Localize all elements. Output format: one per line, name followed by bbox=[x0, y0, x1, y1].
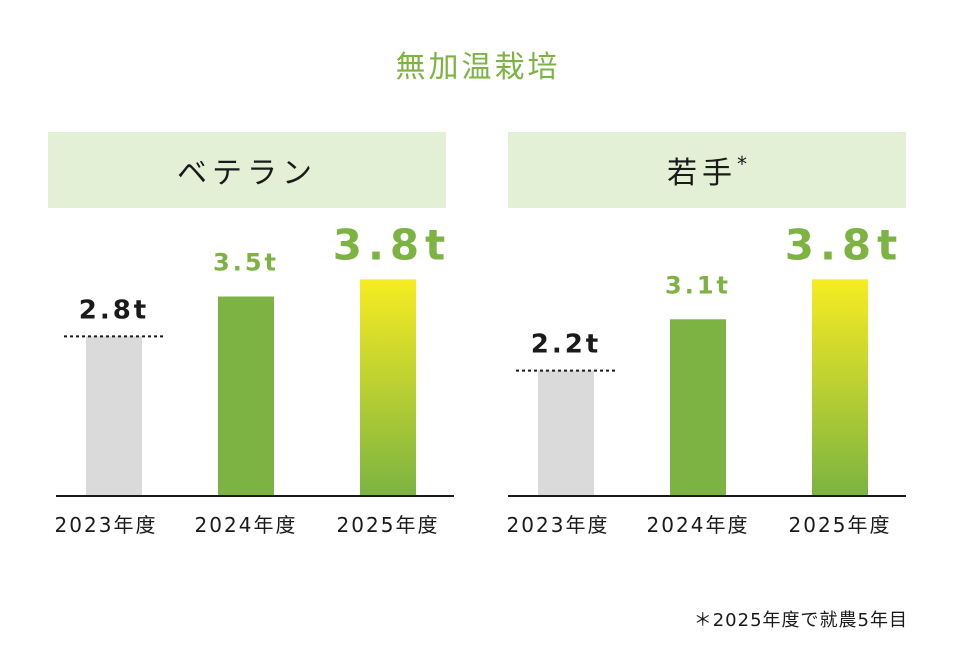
panel-header-young: 若手 * bbox=[508, 132, 906, 208]
bar-2023年度 bbox=[86, 336, 142, 496]
bar-2025年度 bbox=[360, 279, 416, 496]
category-label: 2024年度 bbox=[195, 513, 298, 537]
data-label: 2.8t bbox=[79, 295, 150, 325]
data-label: 2.2t bbox=[531, 330, 602, 360]
category-label: 2025年度 bbox=[789, 513, 892, 537]
bar-2023年度 bbox=[538, 370, 594, 496]
bar-2025年度 bbox=[812, 279, 868, 496]
bar-chart-young: 2.2t 2023年度 3.1t 2024年度 3.8t 2025年度 bbox=[507, 220, 906, 537]
page-title: 無加温栽培 bbox=[395, 50, 561, 85]
data-label: 3.1t bbox=[665, 271, 731, 299]
category-label: 2024年度 bbox=[647, 513, 750, 537]
panel-header-veteran: ベテラン bbox=[48, 132, 446, 208]
asterisk-mark: * bbox=[737, 152, 747, 176]
data-label: 3.5t bbox=[213, 249, 279, 277]
data-label: 3.8t bbox=[785, 220, 903, 269]
footnote: ＊2025年度で就農5年目 bbox=[693, 610, 908, 631]
panel-header-label: 若手 bbox=[667, 156, 737, 191]
bar-2024年度 bbox=[670, 319, 726, 496]
category-label: 2025年度 bbox=[337, 513, 440, 537]
bar-2024年度 bbox=[218, 296, 274, 496]
category-label: 2023年度 bbox=[55, 513, 158, 537]
data-label: 3.8t bbox=[333, 220, 451, 269]
bar-chart-veteran: 2.8t 2023年度 3.5t 2024年度 3.8t 2025年度 bbox=[55, 220, 454, 537]
category-label: 2023年度 bbox=[507, 513, 610, 537]
panel-header-label: ベテラン bbox=[177, 156, 317, 191]
